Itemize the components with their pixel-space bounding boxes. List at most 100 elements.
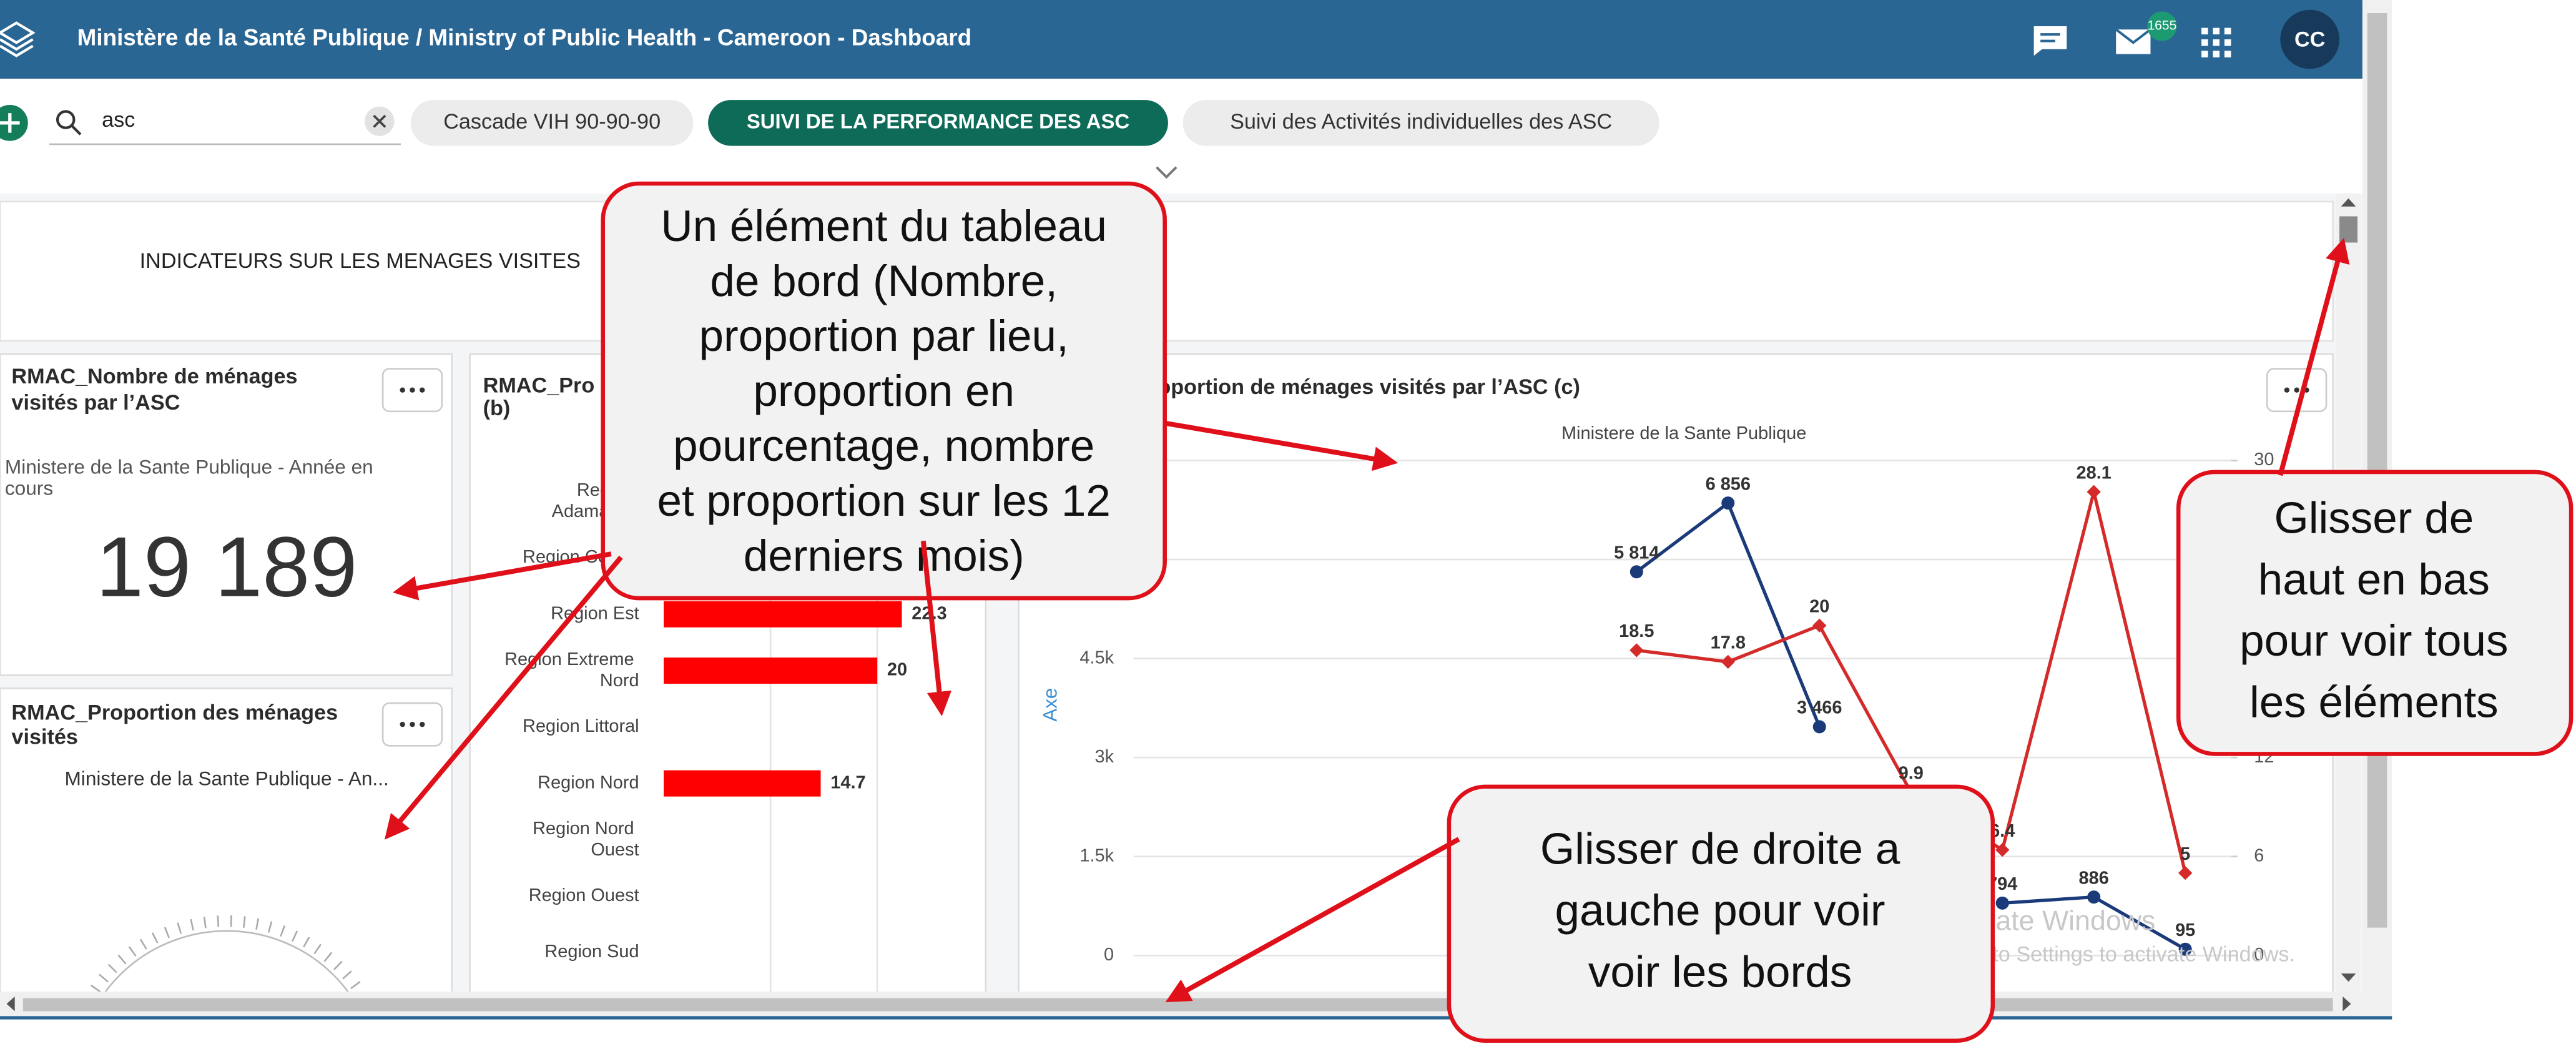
- dashboard: INDICATEURS SUR LES MENAGES VISITES RMAC…: [0, 193, 2362, 992]
- text-item-content: INDICATEURS SUR LES MENAGES VISITES: [140, 249, 581, 273]
- point: [2087, 890, 2101, 904]
- card-subtitle-box: Ministere de la Sante Publique - Année e…: [4, 457, 373, 500]
- card-title: RMAC_Proportion des ménages visités: [11, 699, 338, 749]
- bar: [664, 601, 902, 628]
- y-tick-label: 3k: [1095, 747, 1114, 767]
- card-menu[interactable]: [381, 702, 443, 747]
- point: [1812, 720, 1826, 734]
- point: [2178, 942, 2192, 956]
- mail-badge: 1655: [2147, 19, 2176, 33]
- y-tick-label: Region Est: [551, 603, 639, 623]
- callout-text: haut en bas: [2258, 555, 2490, 604]
- annotations: Un élément du tableau de bord (Nombre, pro…: [384, 181, 2574, 1043]
- tab-label[interactable]: Suivi des Activités individuelles des AS…: [1230, 110, 1612, 134]
- point: [1630, 643, 1644, 657]
- y-tick-label: Region Sud: [544, 942, 639, 962]
- data-label: 18.5: [1619, 621, 1654, 641]
- callout-box: [1447, 784, 1995, 1043]
- chart-subtitle: Ministere de la Sante Publique: [1561, 423, 1806, 443]
- data-label: 95: [2175, 920, 2195, 940]
- y-tick-label: Region Extreme Nord: [504, 649, 639, 691]
- inner-scroll-thumb[interactable]: [2339, 216, 2358, 243]
- callout-text: les éléments: [2249, 678, 2499, 727]
- card-subtitle: Ministere de la Sante Publique - An...: [65, 767, 389, 790]
- data-label: 886: [2079, 868, 2109, 888]
- callout-text: gauche pour voir: [1555, 886, 1885, 935]
- tab-chip-active[interactable]: [708, 100, 1168, 146]
- header-title: Ministère de la Santé Publique / Ministr…: [77, 25, 971, 51]
- data-label: 20: [1809, 597, 1829, 617]
- y-tick-label: 4.5k: [1079, 648, 1114, 667]
- messages-icon[interactable]: [2033, 26, 2067, 56]
- callout-text: proportion par lieu,: [699, 312, 1069, 361]
- card-subtitle: Ministere de la Sante Publique - Année e…: [4, 457, 373, 500]
- tab-chip[interactable]: [410, 100, 694, 146]
- callout-box: [601, 181, 1167, 601]
- card-title: RMAC_Nombre de ménages visités par l’ASC: [11, 363, 298, 415]
- data-label: 5: [2180, 844, 2190, 864]
- search-icon: [56, 110, 82, 135]
- point: [1630, 565, 1643, 579]
- card-menu[interactable]: [2266, 368, 2328, 413]
- chart-title: Proportion de ménages visités par l’ASC …: [1135, 375, 1580, 399]
- search-row: [0, 78, 2362, 194]
- callout-text: pour voir tous: [2239, 616, 2508, 666]
- y-tick-label: 1.5k: [1079, 845, 1114, 865]
- callout-box: [2176, 470, 2574, 756]
- callout-text: Glisser de: [2274, 493, 2474, 543]
- chart-subtitle: (b): [483, 396, 511, 420]
- single-value: 19 189: [96, 519, 358, 614]
- y-tick-label: Region Nord Ouest: [533, 819, 639, 860]
- data-label: 9.9: [1899, 763, 1924, 783]
- callout-text: Un élément du tableau: [661, 202, 1107, 251]
- y2-tick-label: 0: [2254, 945, 2264, 965]
- data-label: 3 466: [1797, 698, 1842, 718]
- callout-text: de bord (Nombre,: [710, 257, 1058, 306]
- callout-text: Glisser de droite a: [1540, 825, 1900, 874]
- chart-title: RMAC_Pro: [483, 374, 595, 398]
- annotation-arrows: [384, 237, 2350, 1002]
- point: [1995, 896, 2009, 910]
- y-tick-label: 0: [1104, 945, 1114, 965]
- y2-tick-label: 6: [2254, 845, 2264, 865]
- tab-chip[interactable]: [1182, 100, 1659, 146]
- watermark: Go to Settings to activate Windows.: [1958, 942, 2295, 966]
- bottom-edge: [0, 1016, 2392, 1020]
- apps-icon[interactable]: [2201, 27, 2231, 57]
- add-icon: [0, 113, 20, 133]
- point: [2178, 866, 2193, 880]
- data-label: 14.7: [830, 772, 865, 792]
- gauge: [86, 915, 367, 992]
- card-title-box: RMAC_Proportion des ménages visités: [11, 699, 338, 749]
- data-label: 20: [887, 660, 907, 680]
- y-tick-label: Region Nord: [538, 772, 639, 792]
- search-input[interactable]: asc: [102, 108, 135, 132]
- data-label: 5 814: [1614, 543, 1659, 563]
- tab-label[interactable]: Cascade VIH 90-90-90: [443, 110, 661, 134]
- bar: [664, 770, 821, 797]
- callout-text: et proportion sur les 12: [657, 476, 1110, 526]
- card: [0, 353, 453, 676]
- callout-text: proportion en: [753, 367, 1015, 416]
- point: [1812, 618, 1827, 633]
- callout-text: derniers mois): [744, 531, 1025, 581]
- card-menu[interactable]: [381, 368, 443, 413]
- tab-label[interactable]: SUIVI DE LA PERFORMANCE DES ASC: [747, 110, 1129, 133]
- y-tick-label: Region Ouest: [529, 885, 639, 905]
- expand-chevron[interactable]: [1156, 166, 1177, 179]
- bar: [664, 657, 878, 684]
- avatar-bg[interactable]: [2280, 9, 2340, 69]
- data-label: 17.8: [1711, 633, 1746, 653]
- mail-badge-bg: [2147, 11, 2177, 41]
- point: [1721, 496, 1735, 510]
- header-bar: [0, 0, 2362, 79]
- card-title-box: RMAC_Nombre de ménages visités par l’ASC: [11, 363, 298, 415]
- mail-icon[interactable]: [2115, 28, 2151, 54]
- y2-tick-label: 30: [2254, 450, 2274, 470]
- y-axis-label: Axe: [1038, 688, 1061, 722]
- point: [1995, 843, 2010, 857]
- avatar[interactable]: CC: [2294, 28, 2325, 52]
